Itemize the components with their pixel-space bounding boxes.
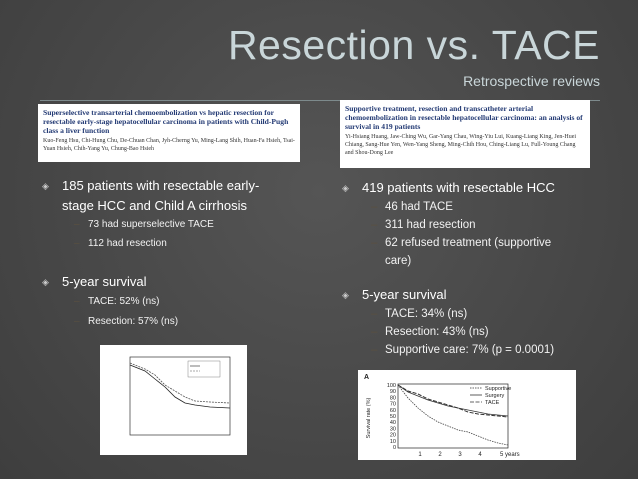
y-tick-label: 50 bbox=[390, 414, 396, 420]
sub-bullet: Resection: 57% (ns) bbox=[74, 312, 178, 331]
paper-authors: Kuo-Feng Hsu, Chi-Hung Chu, De-Chuan Cha… bbox=[43, 138, 295, 152]
legend-label: Surgery bbox=[485, 393, 505, 399]
x-tick-label: 1 bbox=[418, 452, 422, 458]
sub-bullet: Supportive care: 7% (p = 0.0001) bbox=[371, 341, 554, 359]
sub-bullet: 73 had superselective TACE bbox=[74, 215, 214, 234]
x-tick-label: 4 bbox=[478, 452, 482, 458]
sub-bullet: 311 had resection bbox=[371, 216, 476, 234]
y-tick-label: 10 bbox=[390, 439, 396, 445]
divider bbox=[40, 100, 600, 101]
y-tick-label: 80 bbox=[390, 395, 396, 401]
paper-title: Supportive treatment, resection and tran… bbox=[345, 104, 583, 131]
sub-bullet: TACE: 34% (ns) bbox=[371, 305, 467, 323]
paper-header: Superselective transarterial chemoemboli… bbox=[38, 104, 300, 162]
y-tick-label: 100 bbox=[387, 383, 396, 389]
bullet: 185 patients with resectable early-stage… bbox=[42, 176, 287, 216]
sub-bullet: TACE: 52% (ns) bbox=[74, 292, 159, 311]
x-tick-label: 3 bbox=[458, 452, 462, 458]
sub-bullet: Resection: 43% (ns) bbox=[371, 323, 488, 341]
sub-bullet: 46 had TACE bbox=[371, 198, 453, 216]
legend-label: Supportive bbox=[485, 386, 511, 392]
bullet: 5-year survival bbox=[342, 285, 446, 305]
paper-title: Superselective transarterial chemoemboli… bbox=[43, 108, 289, 135]
y-tick-label: 60 bbox=[390, 408, 396, 414]
survival-figure: A Survival rate (%) 10090807060504030201… bbox=[358, 370, 576, 460]
y-tick-label: 90 bbox=[390, 389, 396, 395]
paper-header: Supportive treatment, resection and tran… bbox=[340, 100, 590, 168]
subtitle: Retrospective reviews bbox=[463, 73, 600, 89]
y-tick-label: 0 bbox=[393, 445, 396, 451]
bullet: 5-year survival bbox=[42, 272, 146, 292]
y-tick-label: 30 bbox=[390, 426, 396, 432]
legend-label: TACE bbox=[485, 400, 500, 406]
y-tick-label: 20 bbox=[390, 433, 396, 439]
sub-bullet: 112 had resection bbox=[74, 234, 167, 253]
y-label: Survival rate (%) bbox=[366, 398, 372, 439]
bullet: 419 patients with resectable HCC bbox=[342, 178, 555, 198]
sub-bullet: 62 refused treatment (supportive care) bbox=[371, 234, 575, 270]
paper-authors: Yi-Hsiang Huang, Jaw-Ching Wu, Gar-Yang … bbox=[345, 134, 577, 156]
y-tick-label: 70 bbox=[390, 402, 396, 408]
y-tick-label: 40 bbox=[390, 420, 396, 426]
x-tick-label: 5 years bbox=[500, 452, 520, 458]
x-tick-label: 2 bbox=[438, 452, 442, 458]
survival-figure bbox=[100, 345, 247, 455]
panel-label: A bbox=[364, 374, 369, 381]
title: Resection vs. TACE bbox=[227, 22, 600, 68]
